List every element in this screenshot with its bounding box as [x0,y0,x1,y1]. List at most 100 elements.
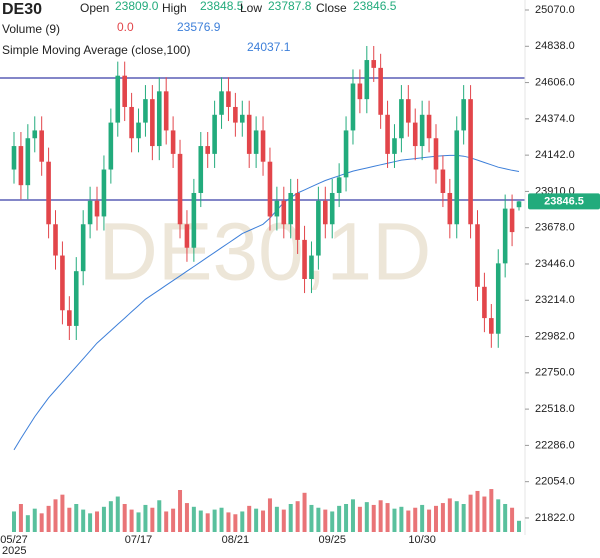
candle-body [143,99,148,123]
candle-body [406,99,411,123]
volume-bar [136,512,141,532]
volume-bar [122,504,127,532]
legend-value: 23846.5 [353,0,397,13]
candle-body [426,114,432,139]
candle-body [267,161,273,217]
volume-bar [385,503,390,532]
candle-body [25,138,31,186]
volume-bar [53,499,58,532]
candle-body [440,169,446,193]
candle-body [170,130,176,154]
candle-body [350,83,356,131]
volume-bar [281,509,286,532]
volume-bar [302,492,307,532]
x-tick-label: 08/21 [222,534,250,546]
volume-bar [440,503,445,532]
candle-body [253,130,259,154]
candle-body [323,200,328,225]
volume-bar [25,515,30,532]
volume-bar [205,513,210,532]
volume-bar [406,510,411,532]
volume-bar [184,503,189,532]
x-sub-label: 2025 [2,545,26,557]
volume-bar [60,494,65,532]
volume-bar [295,501,300,532]
symbol: DE30 [2,1,42,18]
candle-body [94,200,100,217]
candle-body [399,99,404,139]
legend-value: 23787.8 [268,0,312,13]
volume-bar [12,511,16,532]
volume-bar [510,507,515,532]
watermark: DE30,1D [99,207,432,298]
y-tick-label: 22518.0 [535,403,575,415]
candle-body [39,130,44,162]
volume-bar [503,504,508,532]
candle-body [233,106,238,123]
y-tick-label: 23214.0 [535,294,575,306]
candle-body [87,200,93,225]
volume-bar [157,500,162,532]
candle-body [516,201,522,208]
candle-body [385,114,390,154]
volume-bar [261,510,266,532]
legend-label: Open [80,1,109,15]
candle-body [198,146,204,193]
volume-bar [433,505,438,532]
volume-bar [447,498,452,532]
volume-bar [226,512,231,532]
candle-body [371,60,377,68]
legend-label: Low [240,1,262,15]
candle-body [11,146,17,170]
candle-body [80,224,86,272]
legend-label: High [162,1,187,15]
volume-bar [101,506,106,532]
candle-body [468,99,473,225]
volume-bar [274,506,279,532]
volume-bar [420,504,425,532]
volume-bar [108,501,113,532]
candle-body [295,192,300,240]
volume-bar [95,511,100,532]
legend-value: 0.0 [117,20,134,34]
candle-body [212,114,217,154]
volume-bar [143,504,148,532]
legend-label: Simple Moving Average (close,100) [2,43,191,57]
candle-body [246,114,252,154]
volume-bar [254,508,259,532]
y-tick-label: 22750.0 [535,367,575,379]
candle-body [329,192,335,225]
volume-bar [288,504,293,532]
candle-body [122,75,127,107]
volume-bar [371,504,376,532]
volume-bar [323,509,328,532]
candle-body [336,177,342,193]
candle-body [163,91,169,131]
candle-body [475,224,480,287]
y-tick-label: 24374.0 [535,113,575,125]
candle-body [412,122,418,147]
candle-body [226,91,231,107]
candle-body [115,75,121,123]
candle-body [177,153,183,225]
candle-body [184,224,190,248]
volume-bar [427,509,432,532]
candle-body [309,255,314,279]
candle-body [108,122,114,170]
candle-body [205,146,210,154]
volume-bar [350,499,355,532]
volume-bar [212,509,217,532]
volume-bar [364,502,369,532]
candle-body [364,60,370,100]
candle-body [239,114,245,123]
volume-bar [337,505,342,532]
volume-bar [267,498,272,532]
candle-body [260,130,266,162]
candle-body [489,318,494,334]
price-tag [528,193,600,210]
legend-label: Close [316,1,347,15]
volume-bar [67,507,72,532]
volume-bar [330,511,335,532]
volume-bar [392,508,397,532]
